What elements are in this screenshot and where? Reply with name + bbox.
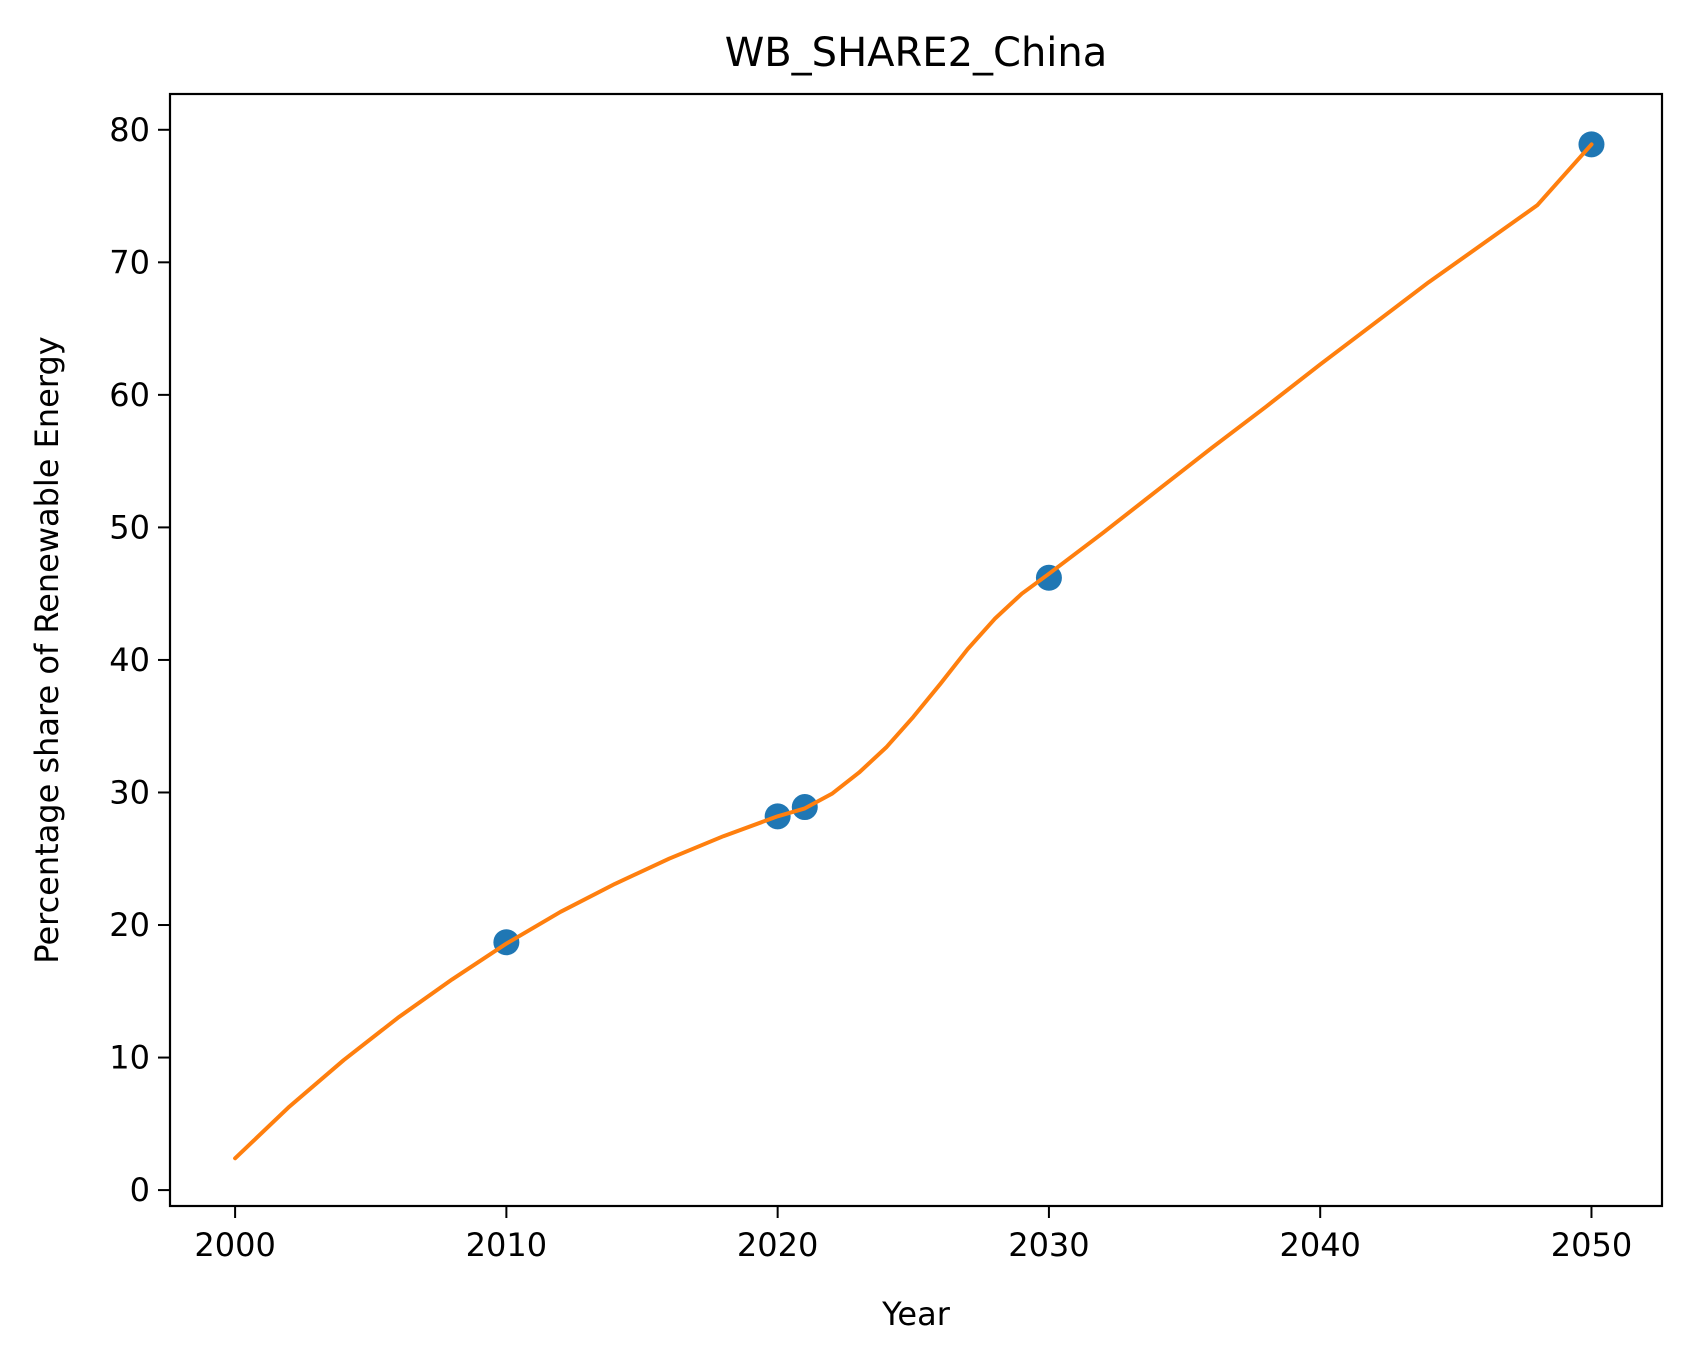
x-axis: 2000 2010 2020 2030 2040 2050 [194,1206,1632,1264]
x-tick-label: 2000 [194,1226,275,1264]
series-layer [233,131,1605,1161]
x-tick-label: 2050 [1551,1226,1632,1264]
chart-title: WB_SHARE2_China [725,30,1108,76]
fitted-line [233,142,1594,1161]
x-axis-label: Year [881,1295,951,1333]
y-tick-label: 40 [109,641,150,679]
x-tick-label: 2010 [466,1226,547,1264]
y-tick-label: 0 [130,1171,150,1209]
y-tick-label: 50 [109,508,150,546]
x-tick-label: 2020 [737,1226,818,1264]
plot-area-frame [168,92,1664,1208]
y-tick-label: 10 [109,1039,150,1077]
y-tick-label: 60 [109,376,150,414]
y-axis: 0 10 20 30 40 50 60 70 80 [109,111,170,1209]
x-tick-label: 2040 [1279,1226,1360,1264]
x-tick-label: 2030 [1008,1226,1089,1264]
y-tick-label: 30 [109,773,150,811]
y-tick-label: 20 [109,906,150,944]
y-axis-label: Percentage share of Renewable Energy [28,336,66,963]
y-tick-label: 80 [109,111,150,149]
y-tick-label: 70 [109,243,150,281]
